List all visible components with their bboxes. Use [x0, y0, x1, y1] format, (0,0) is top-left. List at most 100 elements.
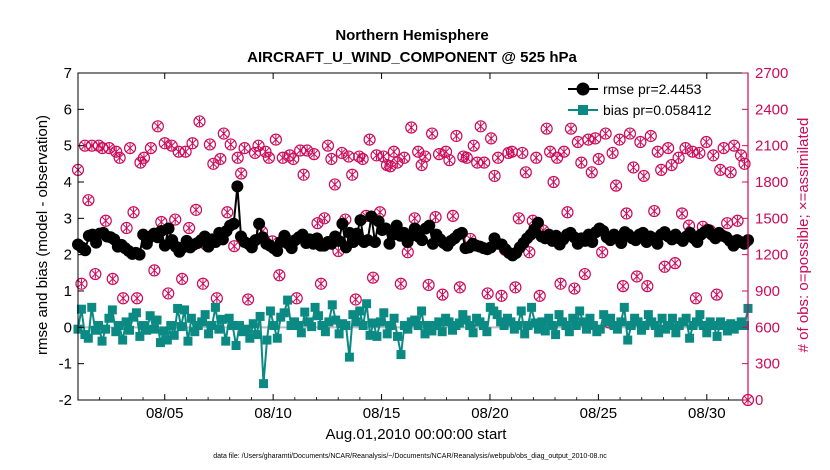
obs-assimilated-point — [421, 151, 430, 162]
obs-assimilated-point — [688, 147, 697, 157]
obs-assimilated-point — [87, 141, 96, 151]
obs-assimilated-point — [667, 160, 676, 170]
obs-assimilated-point — [320, 213, 329, 223]
obs-possible-point — [637, 169, 650, 183]
obs-possible-point — [179, 145, 192, 158]
bias-point — [248, 319, 258, 329]
obs-assimilated-point — [442, 147, 450, 157]
bias-point — [612, 324, 622, 334]
bias-point — [200, 310, 210, 320]
obs-assimilated-point — [626, 128, 634, 139]
y-right-tick-label: 300 — [755, 356, 780, 373]
obs-assimilated-point — [369, 273, 378, 283]
bias-point — [375, 317, 385, 327]
obs-assimilated-point — [563, 207, 572, 217]
obs-possible-point — [259, 145, 272, 158]
bias-point — [90, 325, 100, 335]
obs-possible-point — [425, 127, 439, 140]
bias-point — [145, 311, 155, 321]
obs-assimilated-point — [532, 153, 541, 163]
obs-assimilated-point — [119, 293, 128, 303]
bias-point — [527, 302, 537, 312]
obs-assimilated-point — [313, 218, 322, 228]
bias-point — [252, 330, 262, 340]
x-tick-label: 08/30 — [688, 405, 726, 422]
obs-assimilated-point — [480, 158, 489, 168]
obs-possible-point — [544, 145, 557, 158]
bias-point — [231, 341, 241, 350]
bias-point — [482, 327, 492, 337]
obs-assimilated-point — [716, 165, 725, 175]
obs-assimilated-point — [275, 270, 284, 280]
obs-possible-point — [269, 133, 282, 146]
obs-possible-point — [668, 257, 682, 270]
obs-possible-point — [613, 133, 626, 146]
obs-assimilated-point — [678, 208, 686, 219]
obs-possible-point — [436, 288, 449, 301]
obs-possible-point — [689, 292, 703, 305]
obs-possible-point — [172, 145, 185, 158]
bias-point — [186, 313, 196, 323]
obs-possible-point — [307, 148, 321, 161]
obs-assimilated-point — [150, 265, 159, 276]
obs-assimilated-point — [608, 148, 617, 158]
bias-point — [149, 324, 159, 334]
obs-possible-point — [103, 141, 116, 155]
obs-possible-point — [137, 151, 151, 164]
obs-possible-point — [297, 168, 310, 181]
bias-point — [221, 336, 231, 346]
bias-point — [331, 315, 341, 325]
chart-subtitle: AIRCRAFT_U_WIND_COMPONENT @ 525 hPa — [247, 49, 577, 66]
obs-assimilated-point — [494, 153, 503, 163]
obs-possible-point — [578, 267, 591, 281]
bias-point — [228, 321, 238, 331]
y-right-tick-label: 600 — [755, 319, 780, 336]
obs-assimilated-point — [712, 290, 721, 300]
obs-assimilated-point — [237, 168, 246, 179]
obs-possible-point — [728, 139, 741, 152]
obs-possible-point — [474, 120, 487, 133]
bias-point — [272, 333, 282, 343]
bias-point — [382, 329, 392, 339]
rmse-point — [390, 219, 403, 232]
bias-point — [94, 321, 104, 331]
bias-point — [214, 324, 224, 334]
y-right-tick-label: 1800 — [755, 174, 788, 191]
bias-point — [423, 321, 433, 331]
obs-possible-point — [564, 122, 578, 135]
obs-possible-point — [262, 151, 276, 164]
bias-point — [351, 317, 361, 327]
obs-assimilated-point — [639, 171, 648, 181]
rmse-point — [651, 237, 664, 250]
obs-possible-point — [363, 133, 376, 146]
obs-assimilated-point — [573, 137, 582, 147]
bias-point — [564, 327, 574, 337]
obs-assimilated-point — [77, 279, 86, 289]
bias-point — [166, 321, 176, 331]
obs-assimilated-point — [230, 241, 239, 251]
obs-assimilated-point — [240, 143, 249, 153]
obs-assimilated-point — [560, 147, 568, 157]
obs-possible-point — [519, 166, 532, 179]
rmse-point — [133, 248, 146, 261]
obs-assimilated-point — [514, 213, 523, 223]
bias-point — [293, 321, 303, 331]
obs-possible-point — [509, 281, 522, 294]
obs-assimilated-point — [164, 288, 173, 299]
legend: rmse pr=2.4453 bias pr=0.058412 — [560, 79, 740, 122]
obs-assimilated-point — [674, 153, 683, 163]
obs-possible-point — [575, 156, 588, 169]
obs-assimilated-point — [323, 141, 332, 151]
bias-point — [131, 308, 141, 318]
obs-possible-point — [627, 161, 640, 174]
y-axis-right-label: # of obs: o=possible; ×=assimilated — [795, 118, 812, 353]
obs-possible-point — [130, 292, 144, 305]
obs-assimilated-point — [299, 170, 308, 180]
obs-assimilated-point — [726, 167, 735, 177]
bias-point — [599, 310, 609, 320]
obs-assimilated-point — [292, 293, 301, 303]
obs-assimilated-point — [719, 143, 728, 153]
bias-point — [107, 305, 117, 315]
obs-possible-point — [176, 272, 189, 285]
